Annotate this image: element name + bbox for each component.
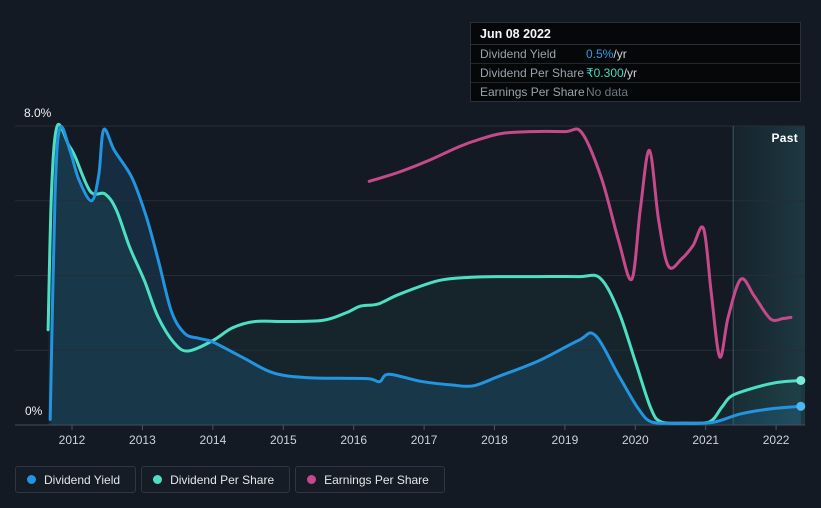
tooltip-row-0-suffix: /yr bbox=[613, 47, 627, 61]
svg-text:2022: 2022 bbox=[763, 433, 790, 447]
tooltip-row-2-label: Earnings Per Share bbox=[480, 85, 585, 99]
y-axis-label-top: 8.0% bbox=[24, 106, 52, 120]
tooltip-row-1-value: ₹0.300 bbox=[586, 66, 624, 80]
tooltip-row: Dividend Per Share ₹0.300 /yr bbox=[471, 64, 800, 83]
past-region-label: Past bbox=[771, 131, 798, 145]
tooltip-row-1-label: Dividend Per Share bbox=[480, 66, 585, 80]
svg-text:2020: 2020 bbox=[622, 433, 649, 447]
tooltip-date: Jun 08 2022 bbox=[471, 23, 800, 45]
svg-text:2017: 2017 bbox=[411, 433, 438, 447]
legend-item-earnings-per-share[interactable]: Earnings Per Share bbox=[295, 466, 445, 493]
svg-text:2018: 2018 bbox=[481, 433, 508, 447]
svg-text:2016: 2016 bbox=[340, 433, 367, 447]
tooltip-row-2-value: No data bbox=[586, 85, 629, 99]
tooltip-row-1-suffix: /yr bbox=[623, 66, 638, 80]
svg-text:2012: 2012 bbox=[59, 433, 86, 447]
earnings-per-share-dot-icon bbox=[307, 475, 317, 484]
legend-label: Earnings Per Share bbox=[324, 472, 429, 487]
legend-item-dividend-yield[interactable]: Dividend Yield bbox=[15, 466, 137, 493]
svg-text:2019: 2019 bbox=[552, 433, 579, 447]
dividend-yield-dot-icon bbox=[27, 475, 36, 484]
legend-label: Dividend Per Share bbox=[170, 472, 275, 487]
svg-text:2013: 2013 bbox=[129, 433, 156, 447]
y-axis-label-bottom: 0% bbox=[25, 404, 43, 418]
tooltip-row: Earnings Per Share No data bbox=[471, 83, 800, 101]
legend-item-dividend-per-share[interactable]: Dividend Per Share bbox=[141, 466, 291, 493]
svg-text:2021: 2021 bbox=[692, 433, 719, 447]
svg-text:2014: 2014 bbox=[200, 433, 227, 447]
chart-tooltip: Jun 08 2022 Dividend Yield 0.5% /yr Divi… bbox=[470, 22, 801, 102]
dividend-per-share-dot-icon bbox=[153, 475, 163, 484]
tooltip-row-0-label: Dividend Yield bbox=[480, 47, 557, 61]
tooltip-row-0-value: 0.5% bbox=[586, 47, 614, 61]
svg-text:2015: 2015 bbox=[270, 433, 297, 447]
tooltip-row: Dividend Yield 0.5% /yr bbox=[471, 45, 800, 64]
legend-label: Dividend Yield bbox=[44, 472, 121, 487]
chart-legend: Dividend Yield Dividend Per Share Earnin… bbox=[15, 466, 445, 493]
